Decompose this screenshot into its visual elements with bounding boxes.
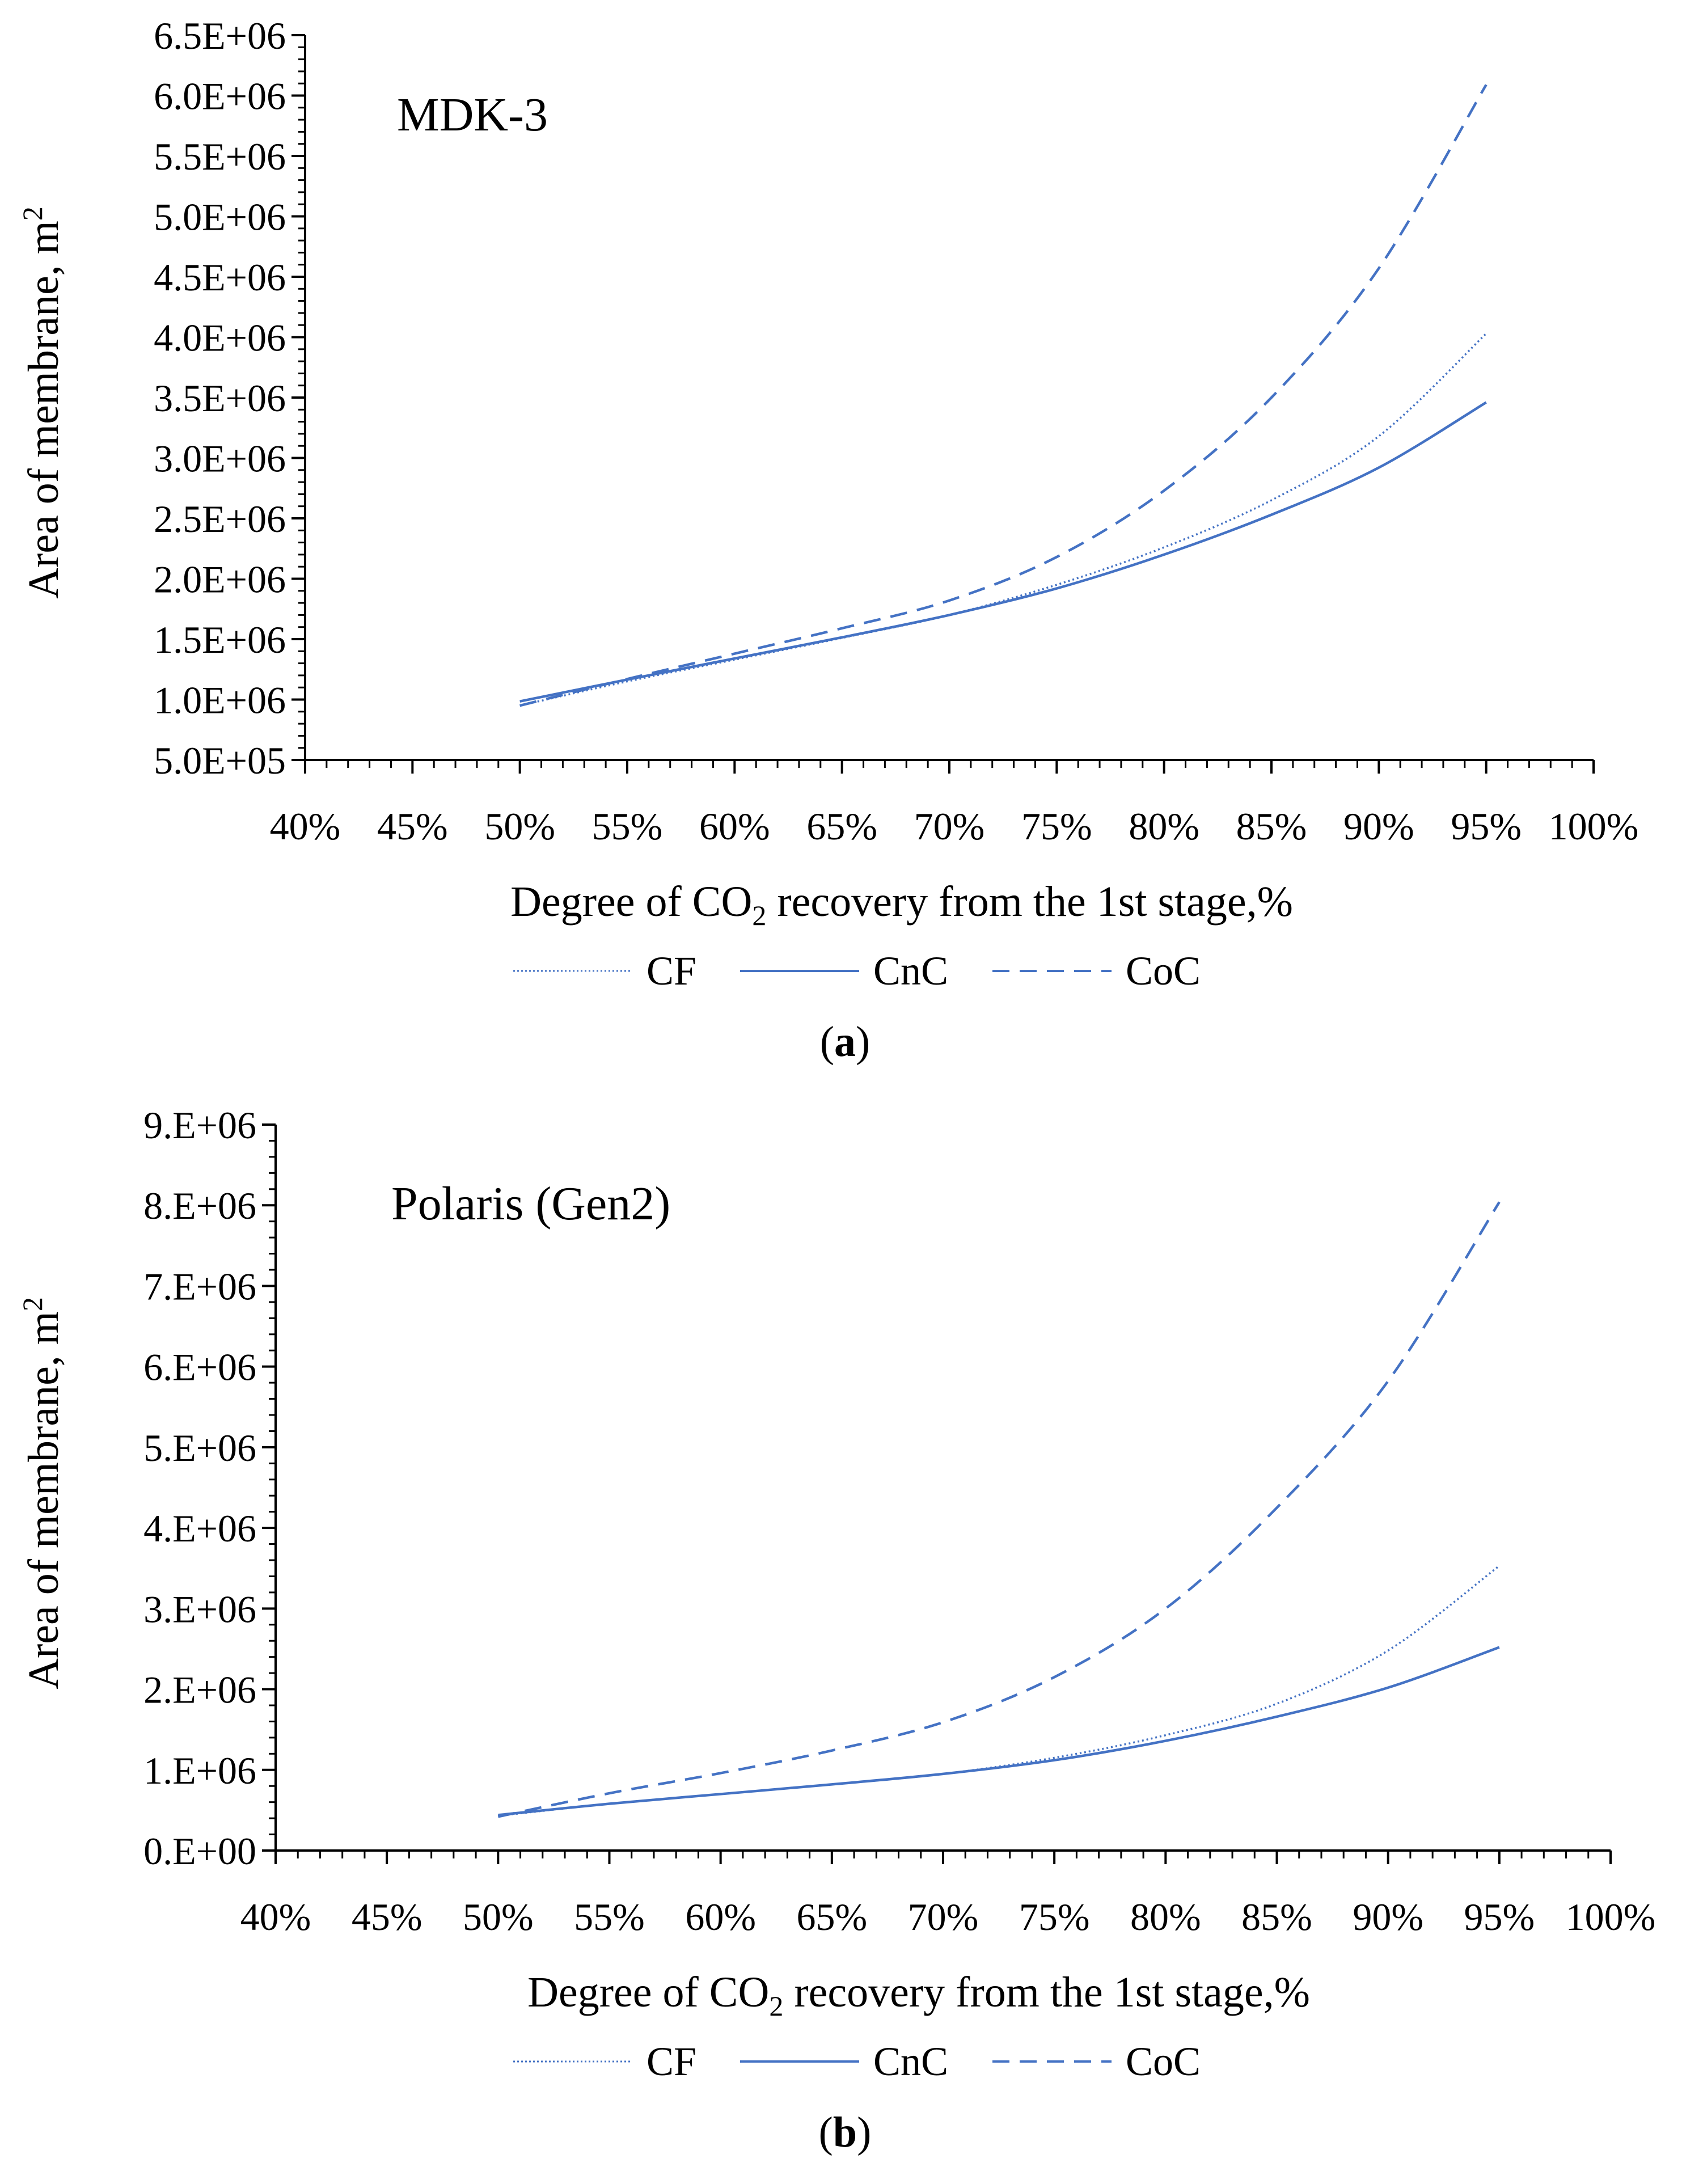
y-tick-label: 1.0E+06 (154, 679, 286, 722)
y-tick-label: 1.5E+06 (154, 618, 286, 661)
chart-panel-b: 0.E+00 1.E+06 2.E+06 3.E+06 4.E+06 5.E+06 6.E+… (0, 1091, 1686, 2181)
x-tick-label: 70% (914, 805, 985, 848)
x-tick-label: 75% (1019, 1895, 1090, 1938)
y-tick-label: 3.E+06 (143, 1587, 256, 1630)
y-tick-label: 6.E+06 (143, 1346, 256, 1389)
x-tick-label: 50% (484, 805, 555, 848)
series-line-cnc (498, 1646, 1500, 1817)
y-tick-label: 1.E+06 (143, 1749, 256, 1792)
x-tick-label: 75% (1021, 805, 1092, 848)
y-tick-label: 9.E+06 (143, 1104, 256, 1147)
y-tick-label: 4.5E+06 (154, 256, 286, 299)
legend-label-cnc: CnC (873, 948, 948, 994)
chart-panel-a: 5.0E+05 1.0E+06 1.5E+06 2.0E+06 2.5E+06 3.0E+… (0, 0, 1686, 1091)
x-tick-label: 50% (463, 1895, 534, 1938)
y-tick-label: 0.E+00 (143, 1830, 256, 1873)
y-tick-label: 2.0E+06 (154, 558, 286, 601)
y-tick-label: 8.E+06 (143, 1184, 256, 1227)
y-tick-label: 2.5E+06 (154, 497, 286, 540)
legend-label-cf: CF (646, 948, 696, 994)
series-line-coc (497, 1201, 1501, 1818)
y-tick-label: 4.E+06 (143, 1507, 256, 1550)
chart-a-panel-label: (a) (820, 1018, 871, 1066)
y-tick-label: 3.0E+06 (154, 437, 286, 480)
chart-b-x-axis-label: Degree of CO2 recovery from the 1st stag… (527, 1968, 1310, 2022)
chart-a-membrane-label: MDK-3 (397, 88, 548, 141)
y-tick-label: 5.5E+06 (154, 135, 286, 178)
y-tick-label: 7.E+06 (143, 1265, 256, 1308)
x-tick-label: 55% (574, 1895, 645, 1938)
y-tick-label: 5.0E+06 (154, 196, 286, 239)
chart-b-y-axis-label: Area of membrane, m2 (16, 1297, 67, 1689)
legend-label-cf: CF (646, 2039, 696, 2084)
x-tick-label: 90% (1343, 805, 1414, 848)
series-line-cf (519, 332, 1487, 707)
x-tick-label: 65% (806, 805, 877, 848)
x-tick-label: 45% (377, 805, 448, 848)
chart-a-x-axis-label: Degree of CO2 recovery from the 1st stag… (510, 878, 1293, 931)
y-tick-label: 4.0E+06 (154, 316, 286, 360)
chart-a-legend: CF CnC CoC (513, 948, 1201, 994)
chart-a-svg: 5.0E+05 1.0E+06 1.5E+06 2.0E+06 2.5E+06 3.0E+… (16, 14, 1638, 1066)
y-tick-label: 3.5E+06 (154, 377, 286, 420)
x-tick-label: 65% (797, 1895, 868, 1938)
x-tick-label: 100% (1549, 805, 1639, 848)
chart-a-y-axis-label: Area of membrane, m2 (16, 206, 67, 599)
chart-b-membrane-label: Polaris (Gen2) (391, 1177, 670, 1230)
y-tick-label: 5.0E+05 (154, 739, 286, 782)
chart-b-panel-label: (b) (819, 2109, 872, 2156)
chart-a-plot: 5.0E+05 1.0E+06 1.5E+06 2.0E+06 2.5E+06 3.0E+… (154, 14, 1638, 848)
y-tick-label: 6.0E+06 (154, 75, 286, 118)
y-tick-label: 5.E+06 (143, 1426, 256, 1469)
x-tick-label: 80% (1130, 1895, 1201, 1938)
legend-label-coc: CoC (1126, 948, 1201, 994)
x-tick-label: 95% (1464, 1895, 1535, 1938)
legend-label-coc: CoC (1126, 2039, 1201, 2084)
x-tick-label: 95% (1451, 805, 1522, 848)
chart-b-plot: 0.E+00 1.E+06 2.E+06 3.E+06 4.E+06 5.E+06 6.E+… (143, 1104, 1655, 1938)
x-tick-label: 55% (592, 805, 663, 848)
y-tick-label: 2.E+06 (143, 1668, 256, 1712)
x-tick-label: 60% (699, 805, 770, 848)
x-tick-label: 80% (1129, 805, 1199, 848)
series-line-cf (498, 1565, 1500, 1817)
x-tick-label: 40% (240, 1895, 311, 1938)
chart-b-svg: 0.E+00 1.E+06 2.E+06 3.E+06 4.E+06 5.E+06 6.E+… (16, 1104, 1655, 2156)
x-tick-label: 70% (908, 1895, 979, 1938)
x-tick-label: 85% (1241, 1895, 1312, 1938)
series-line-cnc (519, 401, 1487, 703)
y-tick-label: 6.5E+06 (154, 14, 286, 57)
x-tick-label: 40% (270, 805, 341, 848)
series-line-coc (519, 84, 1488, 707)
legend-label-cnc: CnC (873, 2039, 948, 2084)
x-tick-label: 60% (685, 1895, 756, 1938)
x-tick-label: 85% (1236, 805, 1307, 848)
x-tick-label: 90% (1353, 1895, 1423, 1938)
x-tick-label: 45% (352, 1895, 422, 1938)
chart-b-legend: CF CnC CoC (513, 2039, 1201, 2084)
x-tick-label: 100% (1566, 1895, 1656, 1938)
